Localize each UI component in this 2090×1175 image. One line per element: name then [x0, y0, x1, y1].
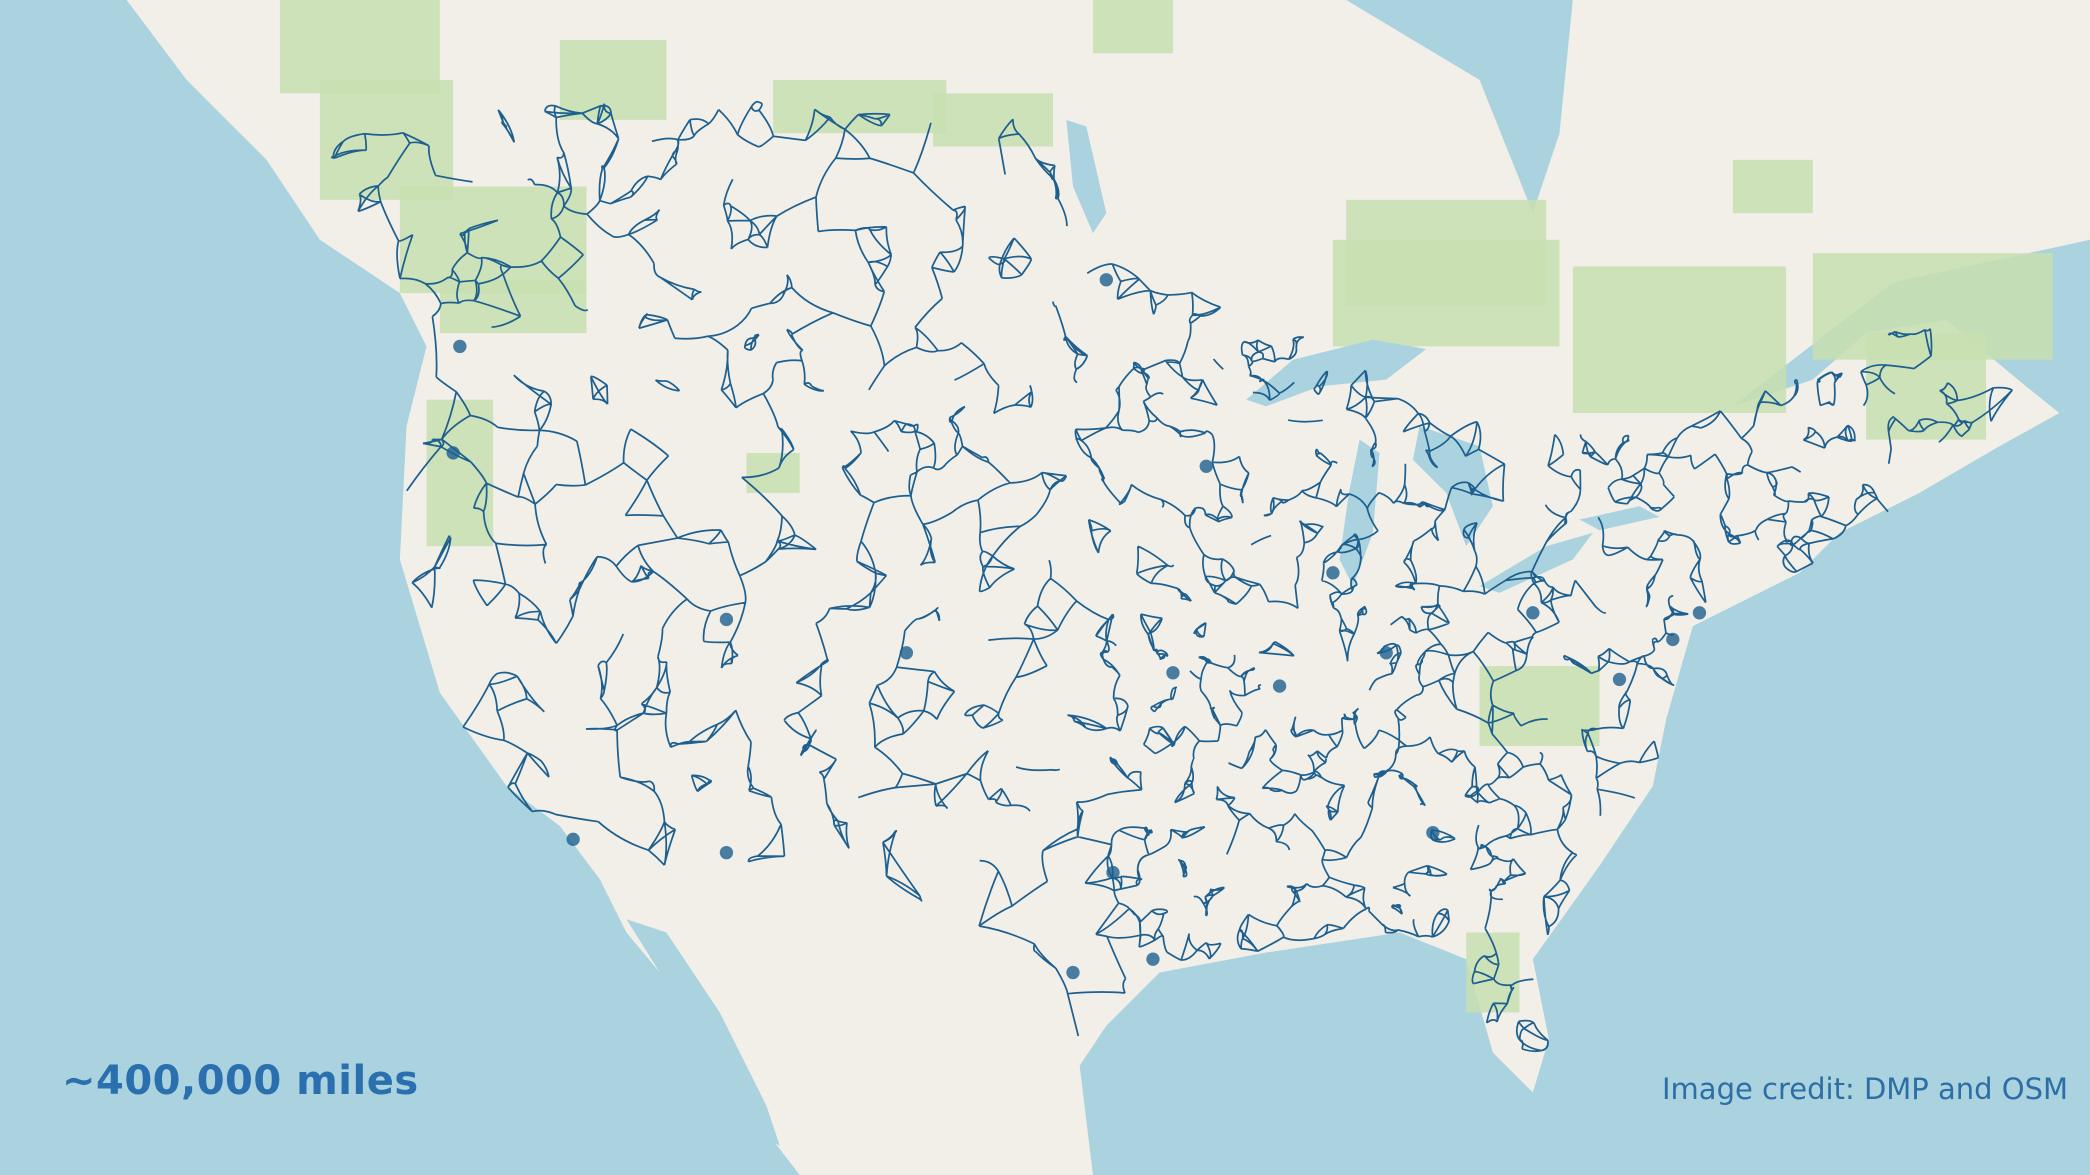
forest-patch [933, 93, 1053, 147]
lake-superior [1246, 339, 1427, 407]
lakes [626, 119, 1660, 1146]
total-miles-label: ~400,000 miles [62, 1058, 419, 1104]
forest-patch [1466, 932, 1520, 1013]
lake-winnipeg [1066, 119, 1107, 234]
forest-patch [426, 399, 494, 547]
forest-patch [1732, 159, 1813, 214]
city-hub [1106, 865, 1120, 880]
lake-ontario [1579, 506, 1660, 531]
forest-patch [1866, 333, 1987, 440]
road-network [330, 100, 2013, 1053]
city-hub [1666, 632, 1680, 647]
city-hub [1272, 679, 1287, 693]
forest-patch [279, 0, 440, 94]
city-hub [899, 646, 914, 660]
city-hub [719, 845, 734, 860]
forest-patch [319, 79, 454, 200]
forest-patch [559, 39, 667, 120]
forest-patch [439, 279, 587, 334]
city-hub [446, 446, 460, 460]
city-hub [453, 339, 467, 354]
city-hub [1426, 825, 1440, 840]
city-hub [1379, 646, 1393, 660]
city-hub [719, 612, 734, 627]
city-hub [1692, 606, 1707, 620]
forest-areas [279, 0, 2053, 1013]
city-hub [1066, 965, 1080, 980]
forest-patch [1092, 0, 1173, 54]
city-hub [566, 832, 580, 846]
city-hub [1099, 273, 1113, 287]
forest-patch [1332, 239, 1560, 347]
lake-michigan [1339, 439, 1380, 587]
city-hub [1612, 672, 1627, 687]
image-credit: Image credit: DMP and OSM [1662, 1072, 2069, 1106]
city-hub [1326, 566, 1340, 580]
forest-patch [746, 452, 800, 493]
forest-patch [1572, 266, 1787, 413]
city-hub [1146, 952, 1160, 966]
roads [330, 100, 2013, 1053]
gulf-of-california [626, 919, 780, 1146]
forest-patch [773, 79, 947, 134]
forest-patch [1479, 666, 1600, 747]
city-hub [1166, 666, 1180, 680]
city-hub [1526, 606, 1540, 620]
city-hub [1199, 459, 1213, 473]
